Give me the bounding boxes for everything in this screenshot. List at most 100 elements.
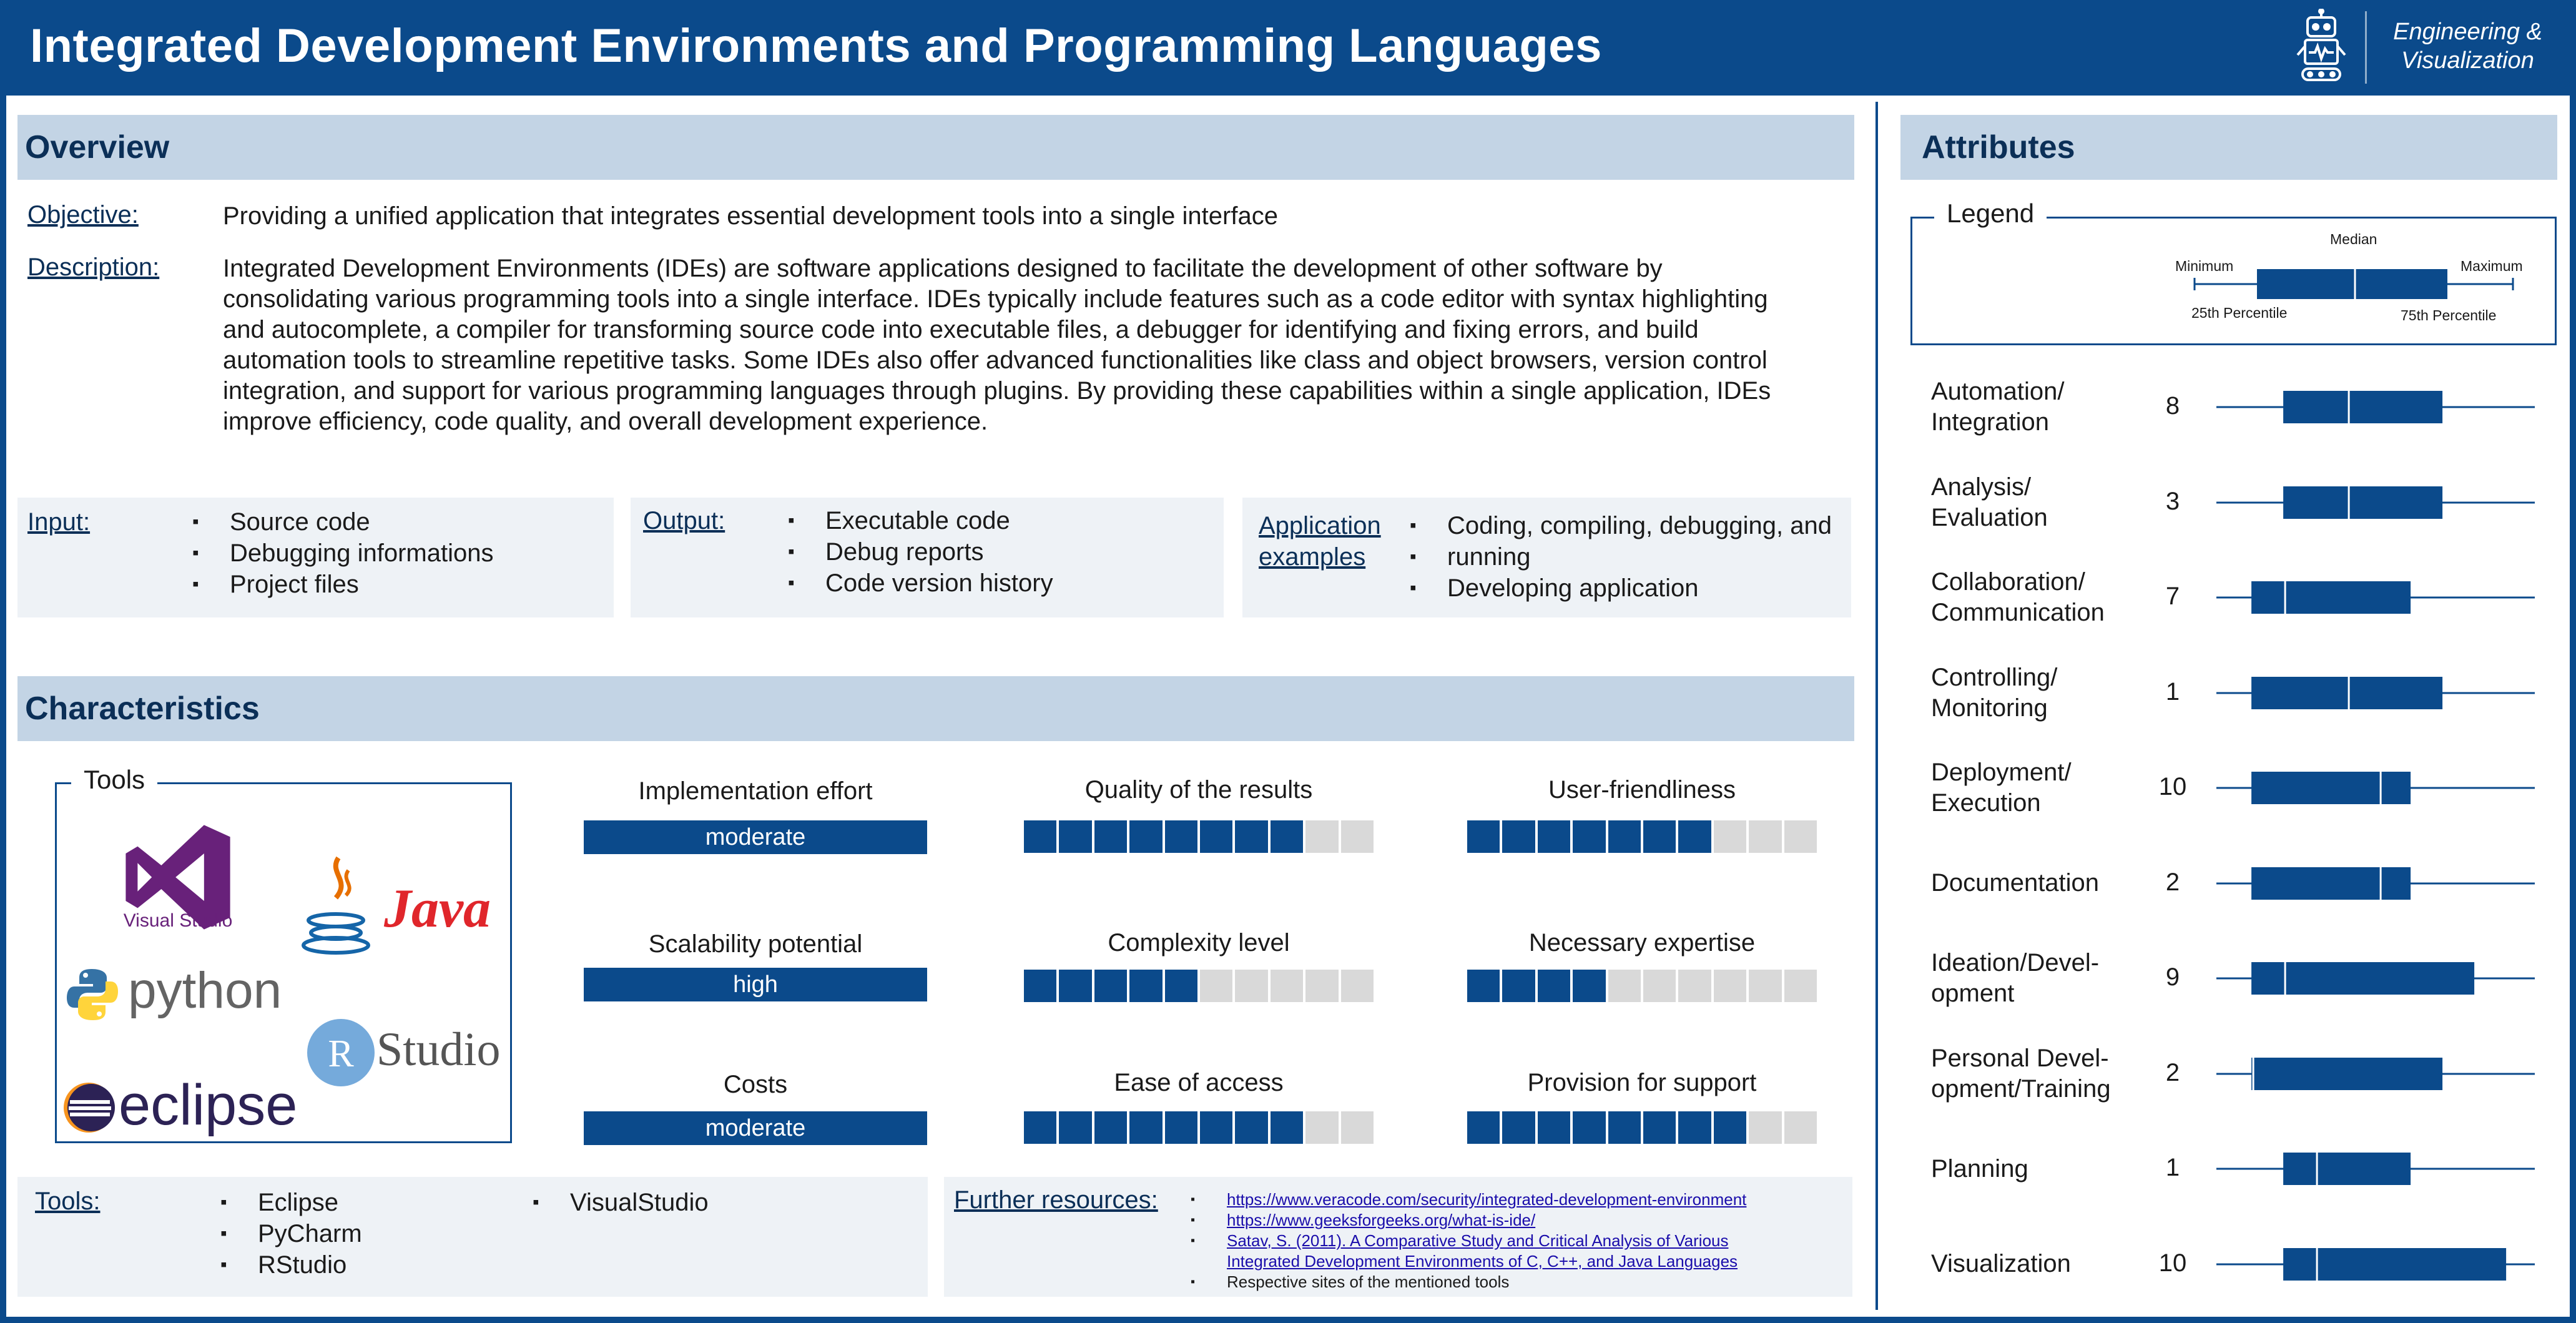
attribute-name-line: Collaboration/: [1931, 568, 2085, 596]
robot-icon: [2296, 9, 2346, 81]
scale-cell: [1537, 1111, 1571, 1144]
page-title: Integrated Development Environments and …: [30, 19, 1602, 72]
scale-cell: [1235, 970, 1268, 1002]
scale-cell: [1467, 820, 1500, 853]
resources-panel: Further resources: ▪ https://www.veracod…: [944, 1177, 1852, 1297]
complexity-level-title: Complexity level: [1108, 929, 1290, 957]
scale-cell: [1305, 1111, 1339, 1144]
list-item: PyCharm: [220, 1218, 362, 1249]
list-item: Debug reports: [788, 536, 1053, 568]
description-line: consolidating various programming tools …: [223, 285, 1768, 313]
list-item: Developing application: [1410, 573, 1832, 604]
costs-bar: moderate: [584, 1111, 927, 1145]
application-panel: Application examples Coding, compiling, …: [1242, 498, 1851, 617]
resource-item: ▪ Respective sites of the mentioned tool…: [1191, 1272, 1840, 1292]
scale-cell: [1467, 970, 1500, 1002]
attributes-heading-bar: Attributes: [1900, 115, 2557, 180]
attribute-name-line: Personal Devel-: [1931, 1044, 2109, 1072]
attribute-name-line: Integration: [1931, 408, 2050, 436]
eclipse-logo-icon: [64, 1083, 115, 1133]
boxplot-box: [2283, 391, 2443, 423]
resource-link-satav-cont[interactable]: Integrated Development Environments of C…: [1227, 1252, 1738, 1271]
attribute-boxplot: [2216, 676, 2535, 709]
scale-cell: [1200, 970, 1233, 1002]
attribute-name: Controlling/Monitoring: [1931, 662, 2057, 724]
scale-cell: [1573, 820, 1606, 853]
header-bar: Integrated Development Environments and …: [0, 0, 2576, 96]
boxplot-box: [2283, 486, 2443, 519]
overview-heading-bar: Overview: [17, 115, 1854, 180]
resources-label: Further resources:: [954, 1186, 1158, 1214]
output-list: Executable code Debug reports Code versi…: [788, 505, 1053, 599]
attribute-boxplot: [2216, 962, 2535, 995]
header-divider: [2365, 11, 2367, 84]
python-logo-text: python: [128, 962, 282, 1019]
attribute-name-line: Communication: [1931, 599, 2105, 626]
boxplot-box: [2251, 1057, 2443, 1090]
legend-median-label: Median: [2330, 231, 2377, 247]
description-line: automation tools to streamline repetitiv…: [223, 347, 1767, 374]
description-line: integration, and support for various pro…: [223, 377, 1771, 405]
boxplot-box: [2251, 772, 2411, 804]
user-friendliness-scale: [1467, 820, 1817, 853]
input-label: Input:: [27, 508, 91, 536]
scale-cell: [1340, 970, 1374, 1002]
svg-text:R: R: [328, 1033, 354, 1075]
scale-cell: [1129, 820, 1163, 853]
attribute-value: 8: [2165, 392, 2180, 420]
scale-cell: [1270, 820, 1304, 853]
quality-results-scale: [1024, 820, 1374, 853]
legend-minimum-label: Minimum: [2175, 258, 2234, 274]
domain-badge: Engineering & Visualization: [2372, 17, 2563, 75]
attribute-value: 9: [2165, 963, 2180, 991]
tools-list-col-2: VisualStudio: [533, 1187, 709, 1218]
scale-cell: [1467, 1111, 1500, 1144]
attribute-name: Automation/Integration: [1931, 376, 2064, 438]
boxplot-box: [2251, 581, 2411, 614]
boxplot-box: [2251, 867, 2411, 900]
scale-cell: [1270, 1111, 1304, 1144]
scale-cell: [1784, 1111, 1817, 1144]
scale-cell: [1608, 970, 1641, 1002]
legend-maximum-label: Maximum: [2460, 258, 2523, 274]
scale-cell: [1502, 820, 1535, 853]
application-list: Coding, compiling, debugging, and runnin…: [1410, 510, 1832, 604]
attribute-boxplot: [2216, 867, 2535, 900]
resource-item: ▪ https://www.geeksforgeeks.org/what-is-…: [1191, 1210, 1840, 1231]
costs-title: Costs: [723, 1071, 788, 1098]
resource-item: ▪ https://www.veracode.com/security/inte…: [1191, 1189, 1840, 1210]
scale-cell: [1024, 820, 1057, 853]
characteristics-heading: Characteristics: [25, 691, 260, 727]
attribute-name-line: opment/Training: [1931, 1075, 2111, 1103]
attribute-value: 10: [2158, 773, 2187, 800]
complexity-level-scale: [1024, 970, 1374, 1002]
bullet: ▪: [1191, 1234, 1196, 1247]
list-item: VisualStudio: [533, 1187, 709, 1218]
attribute-name-line: Visualization: [1931, 1250, 2071, 1277]
description-line: and autocomplete, a compiler for transfo…: [223, 316, 1699, 343]
scale-cell: [1573, 1111, 1606, 1144]
objective-text: Providing a unified application that int…: [223, 202, 1278, 230]
list-item-continuation: running: [1410, 541, 1832, 573]
rstudio-logo-text: Studio: [376, 1023, 501, 1076]
attribute-value: 7: [2165, 583, 2180, 610]
scale-cell: [1537, 820, 1571, 853]
resource-link-veracode[interactable]: https://www.veracode.com/security/integr…: [1227, 1190, 1747, 1209]
java-cup-icon: [302, 856, 370, 955]
attribute-value: 2: [2165, 1058, 2180, 1086]
scale-cell: [1678, 970, 1711, 1002]
attribute-name: Deployment/Execution: [1931, 757, 2072, 819]
attribute-name: Planning: [1931, 1154, 2028, 1184]
resource-link-satav[interactable]: Satav, S. (2011). A Comparative Study an…: [1227, 1231, 1729, 1250]
scale-cell: [1094, 820, 1128, 853]
scale-cell: [1129, 970, 1163, 1002]
attribute-name: Ideation/Devel-opment: [1931, 948, 2099, 1009]
scale-cell: [1059, 970, 1092, 1002]
attribute-boxplot: [2216, 772, 2535, 804]
scale-cell: [1059, 820, 1092, 853]
attribute-value: 1: [2165, 677, 2180, 706]
attributes-heading: Attributes: [1922, 129, 2075, 165]
attribute-value: 1: [2165, 1154, 2180, 1181]
resource-link-geeksforgeeks[interactable]: https://www.geeksforgeeks.org/what-is-id…: [1227, 1211, 1536, 1229]
